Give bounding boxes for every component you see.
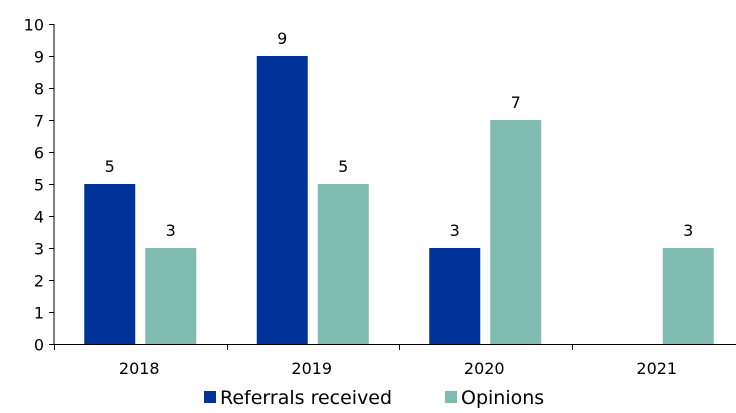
bars (84, 56, 714, 344)
y-tick-label: 9 (34, 48, 44, 67)
x-tick-label: 2018 (119, 359, 160, 378)
y-tick-label: 0 (34, 336, 44, 355)
bar-referrals-received-2019 (256, 56, 308, 344)
y-axis: 0 1 2 3 4 5 6 7 8 9 10 (24, 16, 55, 355)
y-tick-label: 10 (24, 16, 44, 35)
legend-swatch-opinions (445, 391, 457, 403)
data-label-referrals-received-2019: 9 (277, 29, 287, 48)
y-tick-label: 7 (34, 112, 44, 131)
bar-opinions-2018 (145, 248, 197, 344)
bar-opinions-2019 (317, 184, 369, 344)
bar-referrals-received-2020 (429, 248, 481, 344)
data-labels: 5 3 9 5 3 7 3 (105, 29, 694, 240)
legend-label-opinions: Opinions (461, 387, 544, 409)
y-tick-label: 8 (34, 80, 44, 99)
data-label-opinions-2019: 5 (338, 157, 348, 176)
y-tick-label: 2 (34, 272, 44, 291)
x-tick-label: 2020 (464, 359, 505, 378)
data-label-opinions-2021: 3 (683, 221, 693, 240)
x-tick-label: 2021 (636, 359, 677, 378)
y-tick-label: 4 (34, 208, 44, 227)
bar-referrals-received-2018 (84, 184, 136, 344)
x-tick-label: 2019 (291, 359, 332, 378)
bar-opinions-2021 (662, 248, 714, 344)
data-label-referrals-received-2018: 5 (105, 157, 115, 176)
legend-label-referrals-received: Referrals received (220, 387, 392, 409)
y-tick-label: 3 (34, 240, 44, 259)
data-label-opinions-2018: 3 (166, 221, 176, 240)
y-tick-label: 6 (34, 144, 44, 163)
y-tick-label: 5 (34, 176, 44, 195)
y-tick-label: 1 (34, 304, 44, 323)
data-label-opinions-2020: 7 (511, 93, 521, 112)
bar-opinions-2020 (490, 120, 542, 344)
legend-swatch-referrals-received (204, 391, 216, 403)
data-label-referrals-received-2020: 3 (450, 221, 460, 240)
legend: Referrals received Opinions (204, 387, 544, 409)
x-axis: 2018 2019 2020 2021 (54, 344, 736, 378)
